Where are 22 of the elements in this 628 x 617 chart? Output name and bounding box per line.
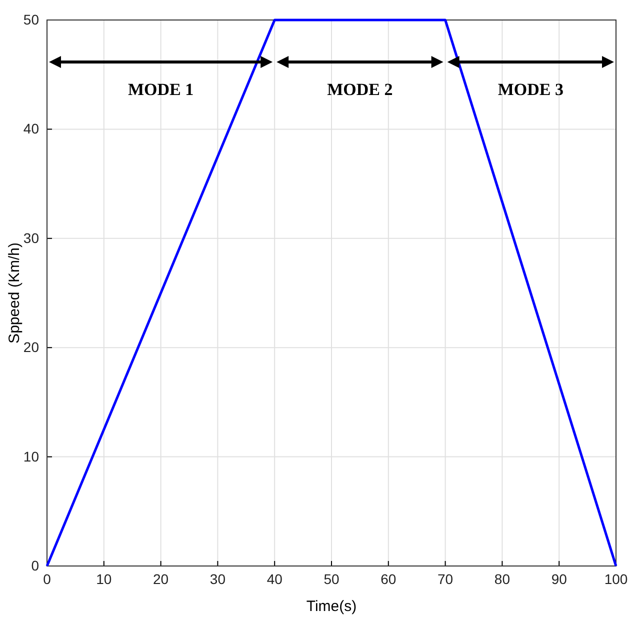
x-tick-label: 20	[153, 570, 169, 587]
annotation: MODE 1	[128, 80, 194, 99]
y-tick-label: 0	[31, 557, 40, 574]
x-tick-label: 70	[438, 570, 454, 587]
x-tick-label: 80	[494, 570, 510, 587]
x-tick-label: 0	[43, 570, 52, 587]
x-tick-label: 60	[380, 570, 396, 587]
y-tick-label: 40	[23, 120, 40, 137]
y-axis-title: Sppeed (Km/h)	[6, 242, 23, 344]
y-tick-label: 20	[23, 339, 40, 356]
x-tick-label: 10	[96, 570, 112, 587]
annotation: MODE 2	[327, 80, 393, 99]
y-tick-label: 30	[23, 230, 40, 246]
y-tick-label: 50	[23, 11, 40, 28]
annotation: MODE 3	[498, 80, 564, 99]
x-tick-label: 50	[324, 570, 340, 587]
x-tick-label: 30	[210, 570, 226, 587]
y-tick-label: 10	[23, 448, 40, 464]
x-axis-title: Time(s)	[306, 598, 357, 615]
x-tick-label: 100	[604, 570, 628, 587]
x-tick-label: 90	[551, 570, 568, 587]
x-tick-label: 40	[266, 570, 283, 587]
